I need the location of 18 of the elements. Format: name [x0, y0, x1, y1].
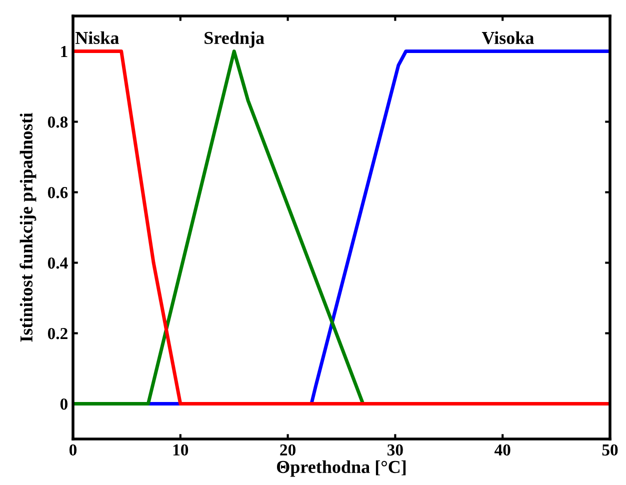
x-tick-label: 40 — [494, 444, 510, 456]
series-label: Niska — [75, 31, 119, 44]
y-tick-label: 0 — [60, 398, 68, 410]
x-tick-label: 10 — [173, 444, 188, 456]
y-tick-label: 1 — [61, 46, 68, 58]
y-tick-label: 0.8 — [48, 116, 68, 128]
y-tick-label: 0.6 — [48, 186, 68, 198]
x-tick-label: 20 — [280, 444, 296, 456]
y-axis-title: Istinitost funkcije pripadnosti — [20, 112, 36, 342]
y-tick-label: 0.4 — [48, 257, 68, 269]
y-tick-label: 0.2 — [48, 328, 68, 340]
x-axis-title: Θprethodna [°C] — [276, 460, 406, 477]
line-series — [73, 50, 610, 406]
x-tick-label: 30 — [387, 444, 403, 456]
series-label: Visoka — [482, 31, 534, 44]
x-tick-label: 0 — [69, 444, 77, 456]
series-label: Srednja — [204, 31, 264, 48]
x-tick-label: 50 — [602, 444, 618, 456]
